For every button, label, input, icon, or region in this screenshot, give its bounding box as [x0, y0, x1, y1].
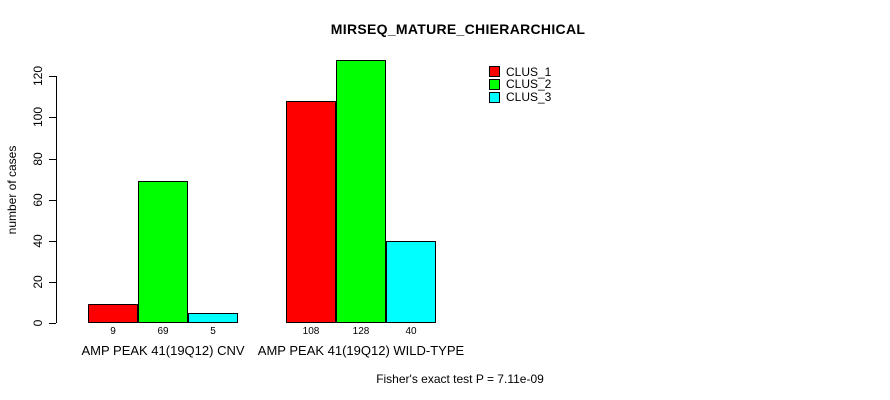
y-axis-tick-label: 20 [31, 275, 45, 289]
bar-value-label: 40 [405, 326, 417, 337]
y-axis-tick-label: 80 [31, 151, 45, 166]
legend-label-clus_2: CLUS_2 [506, 77, 552, 92]
bar-clus_3-group1 [188, 313, 238, 323]
fisher-test-annotation: Fisher's exact test P = 7.11e-09 [376, 372, 544, 386]
y-axis-tick [49, 199, 56, 201]
chart-title: MIRSEQ_MATURE_CHIERARCHICAL [330, 21, 586, 37]
y-axis-tick [49, 117, 56, 119]
y-axis-label: number of cases [5, 145, 19, 235]
bar-clus_3-group2 [386, 241, 436, 323]
category-label: AMP PEAK 41(19Q12) WILD-TYPE [257, 343, 465, 358]
bar-clus_2-group1 [138, 181, 188, 323]
bar-value-label: 5 [210, 326, 216, 337]
bar-value-label: 9 [110, 326, 116, 337]
bar-value-label: 69 [157, 326, 169, 337]
legend-label-clus_3: CLUS_3 [506, 90, 552, 105]
bar-clus_1-group2 [286, 101, 336, 323]
bar-clus_1-group1 [88, 304, 138, 323]
y-axis-line [56, 76, 57, 323]
bar-clus_2-group2 [336, 60, 386, 323]
y-axis-tick-label: 100 [31, 107, 45, 128]
y-axis-tick-label: 120 [31, 66, 45, 87]
legend-swatch-clus_2 [489, 78, 500, 90]
y-axis-tick [49, 76, 56, 78]
y-axis-tick [49, 323, 56, 324]
y-axis-tick-label: 60 [31, 192, 45, 207]
bar-value-label: 128 [352, 326, 370, 337]
legend-swatch-clus_1 [489, 66, 500, 77]
y-axis-tick [49, 240, 56, 242]
y-axis-tick-label: 40 [31, 234, 45, 248]
y-axis-tick [49, 158, 56, 160]
y-axis-tick [49, 281, 56, 283]
y-axis-tick-label: 0 [31, 319, 45, 327]
bar-value-label: 108 [302, 326, 320, 337]
legend-label-clus_1: CLUS_1 [506, 64, 552, 79]
category-label: AMP PEAK 41(19Q12) CNV [81, 343, 245, 358]
legend-swatch-clus_3 [489, 91, 500, 103]
